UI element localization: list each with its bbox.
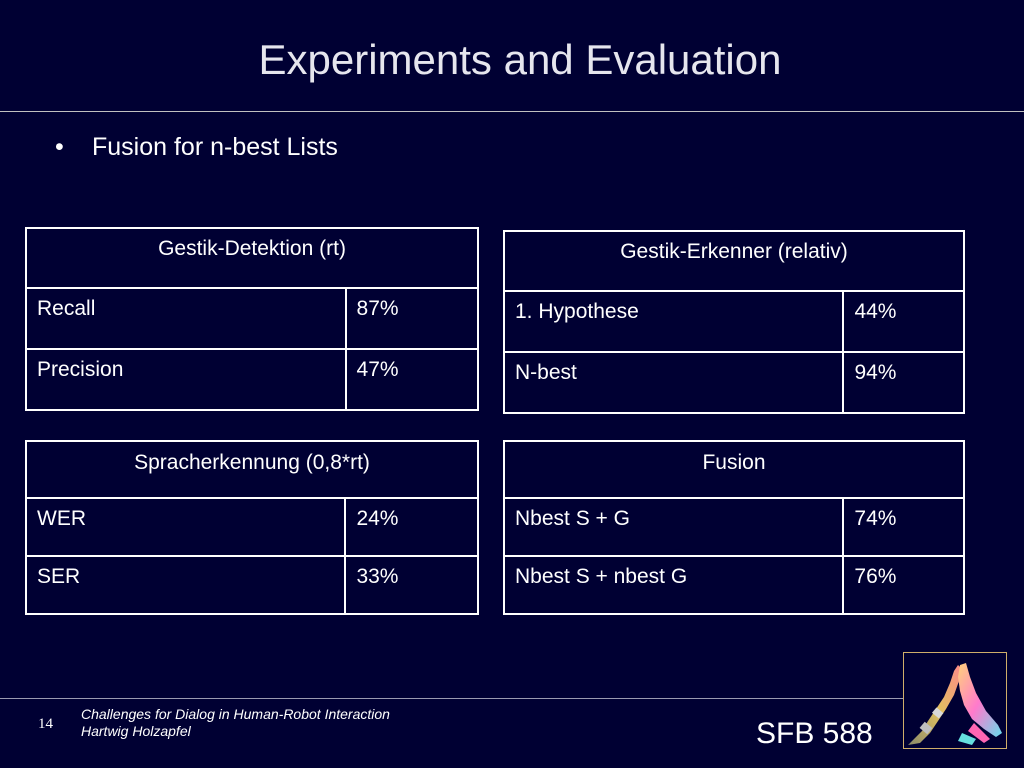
footer-divider (0, 698, 905, 699)
row-label: Nbest S + nbest G (502, 555, 845, 615)
title-divider (0, 111, 1024, 112)
row-label: WER (24, 497, 347, 557)
table-row: N-best 94% (502, 351, 965, 414)
row-value: 33% (344, 555, 479, 615)
bullet-marker: • (55, 133, 64, 161)
bullet-text: Fusion for n-best Lists (92, 133, 338, 161)
logo-graphic (908, 663, 1002, 745)
table-row: SER 33% (24, 555, 479, 615)
table-row: WER 24% (24, 497, 479, 557)
footer-author: Hartwig Holzapfel (81, 723, 191, 739)
row-label: SER (24, 555, 347, 615)
row-value: 47% (344, 348, 480, 411)
table-row: Nbest S + G 74% (502, 497, 965, 557)
table-header: Gestik-Erkenner (relativ) (503, 230, 965, 292)
table-header: Fusion (503, 440, 965, 499)
footer-title: Challenges for Dialog in Human-Robot Int… (81, 706, 390, 722)
row-value: 76% (842, 555, 965, 615)
table-gestik-erkenner: Gestik-Erkenner (relativ) 1. Hypothese 4… (502, 230, 965, 414)
row-label: Precision (25, 348, 347, 411)
row-value: 74% (842, 497, 965, 557)
robot-hand-icon (903, 652, 1007, 749)
row-label: 1. Hypothese (502, 290, 845, 353)
brand-label: SFB 588 (756, 717, 873, 750)
slide-title: Experiments and Evaluation (258, 36, 782, 83)
row-value: 94% (842, 351, 965, 414)
footer-caption: Challenges for Dialog in Human-Robot Int… (81, 706, 390, 740)
table-spracherkennung: Spracherkennung (0,8*rt) WER 24% SER 33% (24, 440, 479, 615)
table-fusion: Fusion Nbest S + G 74% Nbest S + nbest G… (502, 440, 965, 615)
bullet-item: • Fusion for n-best Lists (55, 133, 338, 162)
table-header: Gestik-Detektion (rt) (25, 227, 479, 289)
row-label: Recall (25, 287, 347, 350)
row-value: 24% (344, 497, 479, 557)
table-row: Recall 87% (25, 287, 480, 350)
table-gestik-detektion: Gestik-Detektion (rt) Recall 87% Precisi… (25, 227, 480, 411)
row-value: 87% (344, 287, 480, 350)
row-label: Nbest S + G (502, 497, 845, 557)
table-row: Nbest S + nbest G 76% (502, 555, 965, 615)
page-number: 14 (38, 716, 53, 732)
row-value: 44% (842, 290, 965, 353)
table-row: Precision 47% (25, 348, 480, 411)
row-label: N-best (502, 351, 845, 414)
table-row: 1. Hypothese 44% (502, 290, 965, 353)
table-header: Spracherkennung (0,8*rt) (25, 440, 479, 499)
